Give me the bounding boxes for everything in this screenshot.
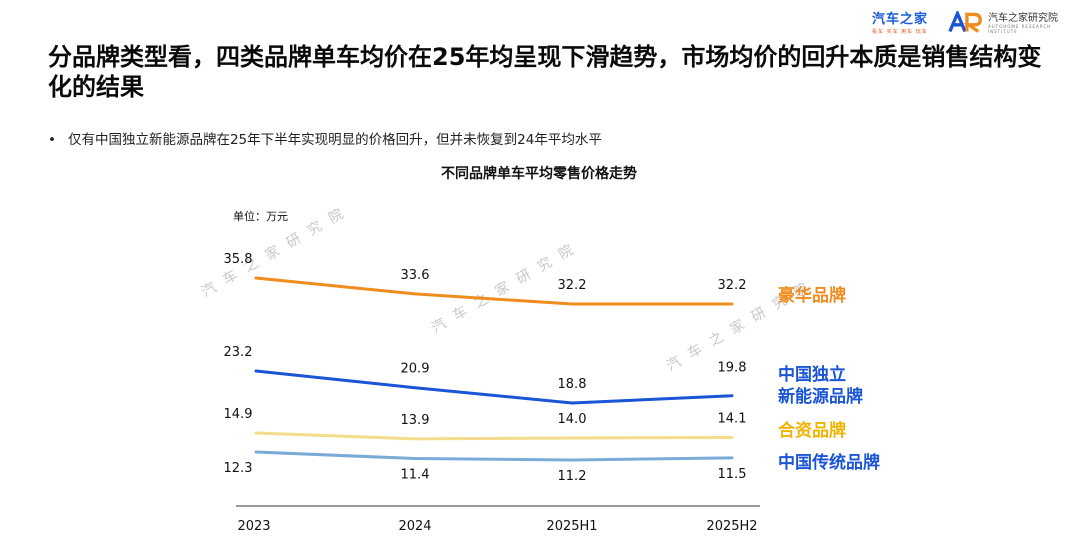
data-label: 32.2 [558,278,587,293]
legend-label: 豪华品牌 [778,285,846,306]
data-label: 19.8 [718,361,747,376]
legend-label: 中国传统品牌 [778,452,880,473]
institute-subtitle: AUTOHOME RESEARCH INSTITUTE [987,24,1052,34]
page-title: 分品牌类型看，四类品牌单车均价在25年均呈现下滑趋势，市场均价的回升本质是销售结… [48,43,1042,101]
autohome-logo-text: 汽车之家 [872,12,929,27]
data-label: 14.0 [558,412,587,427]
unit-label: 单位：万元 [233,210,288,223]
chart-title: 不同品牌单车平均零售价格走势 [441,166,637,182]
autohome-logo: 汽车之家 看车 买车 用车 玩车 [872,8,928,35]
institute-name: 汽车之家研究院 [987,13,1058,24]
x-tick-label: 2024 [398,519,431,534]
x-tick-label: 2025H2 [706,519,757,534]
data-label: 32.2 [718,278,747,293]
data-label: 13.9 [401,413,430,428]
data-label: 35.8 [224,252,253,267]
data-label: 33.6 [401,268,430,283]
data-label: 20.9 [401,362,430,377]
legend-label: 中国独立 [778,364,846,385]
data-label: 11.2 [558,469,587,484]
data-label: 18.8 [558,377,587,392]
institute-logo: 汽车之家研究院 AUTOHOME RESEARCH INSTITUTE [948,9,1078,34]
series-line-3 [254,450,734,462]
data-label: 14.9 [224,407,253,422]
series-line-0 [254,276,734,306]
series-line-2 [254,431,734,441]
legend-label: 新能源品牌 [778,386,863,407]
x-tick-label: 2025H1 [546,519,597,534]
bullet-dot-icon: • [48,132,56,148]
ar-logo-icon [948,10,982,33]
series-line-1 [254,369,734,405]
data-label: 23.2 [224,345,253,360]
legend-label: 合资品牌 [778,420,846,441]
data-label: 12.3 [224,461,253,476]
data-label: 11.5 [718,467,747,482]
bullet-point: • 仅有中国独立新能源品牌在25年下半年实现明显的价格回升，但并未恢复到24年平均… [48,128,602,148]
data-label: 11.4 [401,468,430,483]
x-tick-label: 2023 [237,519,270,534]
autohome-logo-slogan: 看车 买车 用车 玩车 [872,29,928,35]
watermark-text: 汽 车 之 家 研 究 院 [429,240,579,337]
bullet-text: 仅有中国独立新能源品牌在25年下半年实现明显的价格回升，但并未恢复到24年平均水… [67,132,602,148]
data-label: 14.1 [718,411,747,426]
